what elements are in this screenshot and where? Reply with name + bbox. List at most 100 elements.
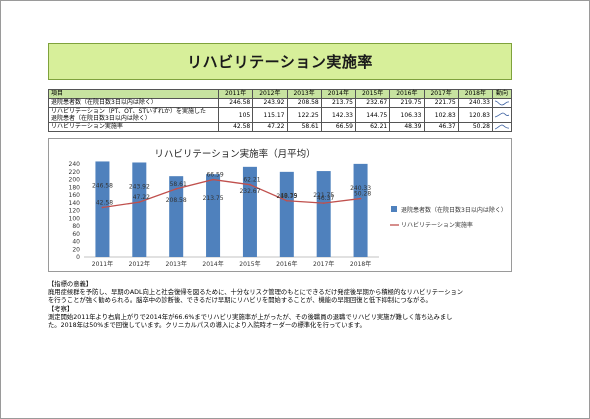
sparkline-icon: [495, 112, 509, 118]
header-trend: 動向: [492, 89, 512, 99]
line-point: [322, 202, 325, 204]
title-banner: リハビリテーション実施率: [48, 43, 512, 80]
line-point: [175, 187, 178, 190]
cell-value: 144.75: [354, 107, 391, 123]
cell-value: 208.58: [286, 98, 322, 108]
line-point: [101, 206, 104, 209]
line-point: [138, 201, 141, 204]
cell-value: 42.58: [217, 122, 254, 132]
cell-value: 240.33: [457, 98, 494, 108]
y-tick-label: 140: [69, 200, 81, 207]
page-title: リハビリテーション実施率: [187, 53, 373, 71]
cell-value: 50.28: [457, 122, 494, 132]
line-data-label: 47.22: [133, 194, 150, 201]
sparkline-icon: [495, 100, 509, 106]
line-point: [212, 178, 214, 181]
cell-value: 66.59: [320, 122, 357, 132]
bar-data-label: 213.75: [203, 195, 224, 202]
header-year: 2014年: [320, 89, 357, 99]
cell-value: 102.83: [423, 107, 459, 123]
bar-data-label: 208.58: [166, 197, 187, 204]
sparkline-cell: [492, 107, 512, 123]
header-year: 2012年: [252, 89, 288, 99]
y-tick-label: 200: [69, 177, 81, 184]
sparkline-cell: [492, 98, 512, 108]
row-label: 退院患者数（在院日数3日以内は除く）: [48, 98, 219, 108]
notes-heading-significance: 【指標の意義】: [48, 281, 93, 288]
header-item: 項目: [48, 89, 219, 99]
sparkline-cell: [492, 122, 512, 132]
bar-mark: [316, 171, 331, 257]
x-tick-label: 2013年: [166, 260, 187, 268]
x-tick-label: 2017年: [313, 260, 334, 268]
bar-mark: [132, 162, 147, 257]
line-data-label: 48.39: [280, 193, 297, 200]
legend-swatch-bar: [391, 206, 397, 212]
x-tick-label: 2015年: [239, 260, 260, 268]
line-series-path: [102, 178, 361, 209]
bar-mark: [169, 176, 184, 257]
y-tick-label: 220: [69, 169, 81, 176]
x-tick-label: 2016年: [276, 260, 297, 268]
sparkline-icon: [495, 124, 509, 130]
y-tick-label: 240: [69, 161, 81, 168]
y-tick-label: 20: [72, 246, 80, 253]
line-data-label: 58.61: [170, 181, 187, 188]
header-year: 2015年: [354, 89, 391, 99]
y-tick-label: 40: [72, 239, 80, 246]
line-data-label: 62.21: [243, 177, 260, 184]
line-data-label: 50.28: [354, 191, 371, 198]
notes-body-line: た。2018年は50%まで回復しています。クリニカルパスの導入により入院時オーダ…: [48, 322, 366, 330]
bar-mark: [279, 171, 294, 257]
header-year: 2017年: [423, 89, 459, 99]
y-tick-label: 100: [69, 215, 81, 222]
notes-body-line: 廃用症候群を予防し、早期のADL向上と社会復帰を図るために、十分なリスク管理のも…: [48, 289, 464, 297]
bar-data-label: 221.75: [313, 192, 334, 199]
table-row: リハビリテーション実施率 42.58 47.22 58.61 66.59 62.…: [48, 122, 512, 132]
legend-label-bar: 退院患者数（在院日数3日以内は除く）: [401, 206, 507, 214]
bar-mark: [353, 163, 368, 257]
cell-value: 142.33: [320, 107, 357, 123]
line-point: [249, 183, 251, 186]
y-tick-label: 180: [69, 184, 81, 191]
bar-mark: [242, 166, 257, 257]
cell-value: 219.75: [389, 98, 425, 108]
bar-data-label: 219.75: [276, 193, 297, 200]
cell-value: 232.67: [354, 98, 391, 108]
y-tick-label: 0: [76, 254, 80, 261]
cell-value: 221.75: [423, 98, 459, 108]
notes-body-line: 測定開始2011年より右肩上がりで2014年が66.6%までリハビリ実施率が上が…: [48, 313, 453, 321]
line-point: [359, 197, 362, 200]
header-year: 2011年: [217, 89, 254, 99]
bar-mark: [95, 161, 110, 257]
row-label-line1: リハビリテーション（PT、OT、STいずれか）を実施した: [51, 108, 207, 115]
table-row: 退院患者数（在院日数3日以内は除く） 246.58 243.92 208.58 …: [48, 98, 512, 108]
line-point: [285, 199, 288, 202]
cell-value: 243.92: [252, 98, 288, 108]
bar-data-label: 243.92: [129, 183, 150, 190]
chart-title: リハビリテーション実施率（月平均）: [154, 148, 315, 160]
combo-chart: リハビリテーション実施率（月平均） 02040608010012014016018…: [69, 148, 507, 268]
x-tick-label: 2011年: [92, 260, 113, 268]
row-label: リハビリテーション（PT、OT、STいずれか）を実施した 退院患者（在院日数3日以…: [48, 107, 219, 123]
x-tick-label: 2014年: [202, 260, 223, 268]
bar-data-label: 246.58: [92, 182, 113, 189]
row-label: リハビリテーション実施率: [48, 122, 219, 132]
table-header-row: 項目 2011年 2012年 2013年 2014年 2015年 2016年 2…: [48, 89, 512, 99]
header-year: 2016年: [389, 89, 425, 99]
data-table: 項目 2011年 2012年 2013年 2014年 2015年 2016年 2…: [48, 89, 512, 132]
notes-body-line: を行うことが強く勧められる。脳卒中の診断後、できるだけ早期にリハビリを開始するこ…: [48, 297, 432, 305]
cell-value: 48.39: [389, 122, 425, 132]
cell-value: 47.22: [252, 122, 288, 132]
line-data-label: 42.58: [96, 200, 113, 207]
line-data-label: 46.37: [317, 195, 334, 202]
cell-value: 213.75: [320, 98, 357, 108]
x-tick-label: 2012年: [129, 260, 150, 268]
row-label-line2: 退院患者（在院日数3日以内は除く）: [51, 115, 151, 122]
bar-mark: [206, 174, 221, 257]
notes-heading-discussion: 【考察】: [48, 305, 74, 313]
y-tick-label: 60: [72, 231, 80, 238]
chart-container: リハビリテーション実施率（月平均） 0 20 40 60 80 100 120 140 160 18…: [48, 138, 512, 272]
x-tick-label: 2018年: [350, 260, 371, 268]
bar-data-label: 232.67: [239, 188, 260, 195]
